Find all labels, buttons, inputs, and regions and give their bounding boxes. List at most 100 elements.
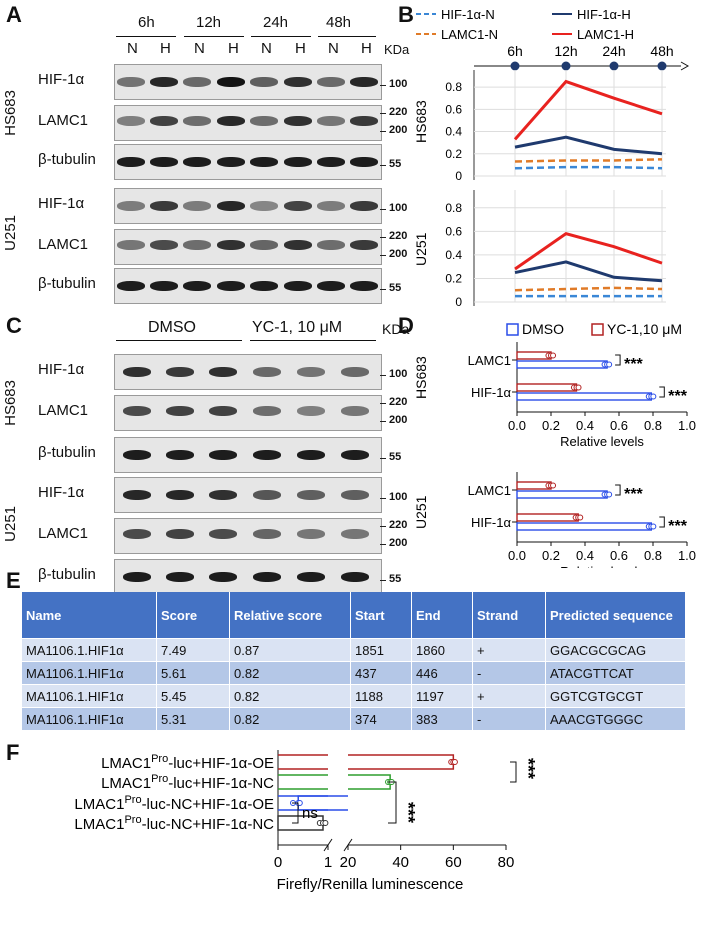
data-point <box>451 759 458 765</box>
legend-label: LAMC1-N <box>441 27 498 42</box>
data-point <box>606 361 613 368</box>
protein-band <box>123 406 151 416</box>
protein-band <box>284 201 312 211</box>
panel-d-bar-chart: DMSO YC-1,10 μM 0.0 0.2 0.4 0.6 0.8 1.0 Relativ… <box>413 321 696 568</box>
x-tick-label: 0 <box>274 854 282 871</box>
bar-YC-1,10 μM <box>516 383 578 392</box>
data-point <box>550 352 557 359</box>
legend-label: LAMC1-H <box>577 27 634 42</box>
y-tick-label: 0.6 <box>445 102 462 116</box>
mw-tick <box>380 289 386 290</box>
protein-band <box>350 157 378 167</box>
molecular-weight-label: 55 <box>389 573 402 585</box>
column-header: End <box>411 592 473 639</box>
series-line-HIF-1α-H <box>514 260 663 283</box>
x-axis-title: Relative levels <box>560 564 644 568</box>
category-label: LMAC1Pro-luc-NC+HIF-1α-NC <box>74 814 274 833</box>
protein-band <box>253 572 281 582</box>
x-tick-label: 40 <box>392 854 409 871</box>
protein-band <box>341 367 369 377</box>
x-tick-label: 1.0 <box>678 548 696 563</box>
table-row: MA1106.1.HIF1α 5.31 0.82 374 383 - AAACG… <box>22 707 686 730</box>
blot-strip <box>114 188 382 224</box>
protein-band <box>297 529 325 539</box>
protein-band <box>217 116 245 126</box>
significance-bracket <box>615 354 621 366</box>
time-point-marker <box>657 61 667 71</box>
protein-band <box>217 157 245 167</box>
cell-line-label: U251 <box>413 232 429 266</box>
protein-band <box>150 157 178 167</box>
protein-band <box>317 157 345 167</box>
group-label-dmso: DMSO <box>148 319 196 336</box>
series-line-LAMC1-H <box>513 79 663 141</box>
timepoint-underline <box>116 36 176 37</box>
x-tick-label: 0.4 <box>576 418 594 433</box>
molecular-weight-label: 200 <box>389 537 408 549</box>
panel-f-bar-chart: 0 1 20 40 60 80 Firefly/Renilla luminescence LM… <box>74 750 538 893</box>
bar <box>348 774 391 790</box>
molecular-weight-label: 200 <box>389 414 408 426</box>
protein-band <box>117 77 145 87</box>
condition-label: H <box>295 40 306 57</box>
blot-strip <box>114 559 382 595</box>
y-tick-label: 0 <box>455 295 462 309</box>
group-underline <box>250 340 376 341</box>
protein-band <box>253 529 281 539</box>
table-cell: MA1106.1.HIF1α <box>22 661 157 685</box>
group-label-yc1: YC-1, 10 μM <box>252 319 343 336</box>
molecular-weight-label: 220 <box>389 230 408 242</box>
category-label: HIF-1α <box>471 515 512 530</box>
data-point <box>577 514 584 521</box>
panel-label-b: B <box>398 2 414 27</box>
protein-band <box>166 406 194 416</box>
category-label: LAMC1 <box>468 353 511 368</box>
protein-band <box>217 77 245 87</box>
protein-band <box>253 367 281 377</box>
protein-band <box>217 240 245 250</box>
table-cell: + <box>472 638 546 662</box>
legend-label: HIF-1α-N <box>441 7 495 22</box>
data-point <box>650 393 657 400</box>
molecular-weight-label: 100 <box>389 491 408 503</box>
protein-band <box>209 529 237 539</box>
data-point <box>550 482 557 489</box>
x-tick-label: 0.0 <box>508 548 526 563</box>
protein-band <box>297 367 325 377</box>
protein-band <box>183 116 211 126</box>
mw-tick <box>380 498 386 499</box>
protein-label: β-tubulin <box>38 566 96 583</box>
protein-band <box>317 77 345 87</box>
kda-label: KDa <box>384 42 410 57</box>
mw-tick <box>380 113 386 114</box>
blot-strip <box>114 477 382 513</box>
protein-band <box>317 281 345 291</box>
legend-label: HIF-1α-H <box>577 7 631 22</box>
table-cell: 7.49 <box>156 638 230 662</box>
y-tick-label: 0.8 <box>445 201 462 215</box>
protein-band <box>250 281 278 291</box>
data-point <box>322 820 329 826</box>
timepoint-underline <box>184 36 244 37</box>
category-label: LMAC1Pro-luc+HIF-1α-OE <box>101 753 274 772</box>
time-tick-label: 12h <box>554 43 577 59</box>
bar-DMSO <box>516 490 608 499</box>
molecular-weight-label: 100 <box>389 368 408 380</box>
data-point <box>606 491 613 498</box>
x-tick-label: 20 <box>340 854 357 871</box>
column-header: Predicted sequence <box>545 592 686 639</box>
x-tick-label: 0.8 <box>644 418 662 433</box>
protein-band <box>341 529 369 539</box>
x-tick-label: 0.6 <box>610 418 628 433</box>
table-cell: AAACGTGGGC <box>545 707 686 730</box>
cell-line-label: HS683 <box>2 380 19 426</box>
protein-band <box>217 201 245 211</box>
table-cell: GGTCGTGCGT <box>545 684 686 708</box>
protein-band <box>209 367 237 377</box>
y-tick-label: 0.8 <box>445 80 462 94</box>
mw-tick <box>380 375 386 376</box>
series-line-LAMC1-N <box>514 158 663 163</box>
x-tick-label: 1.0 <box>678 418 696 433</box>
timepoint-underline <box>318 36 376 37</box>
protein-label: HIF-1α <box>38 484 85 501</box>
